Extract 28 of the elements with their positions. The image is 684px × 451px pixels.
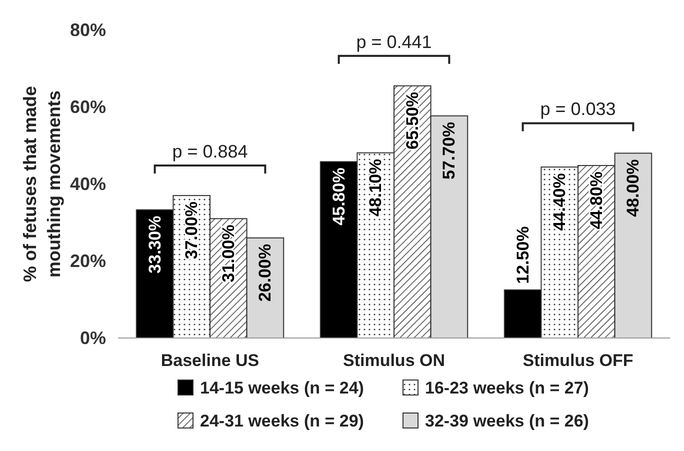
y-tick-label: 80% (70, 20, 106, 40)
legend-label: 24-31 weeks (n = 29) (200, 412, 364, 430)
data-label: 44.80% (586, 172, 606, 230)
data-label: 31.00% (218, 224, 238, 282)
data-label: 44.40% (550, 173, 570, 231)
annotation: p = 0.441 (356, 32, 432, 52)
legend-label: 14-15 weeks (n = 24) (200, 378, 364, 398)
y-tick-label: 0% (80, 328, 106, 348)
data-label: 48.00% (624, 159, 643, 217)
data-label: 65.50% (402, 92, 422, 150)
legend-label: 32-39 weeks (n = 26) (425, 412, 589, 430)
data-label: 33.30% (145, 216, 164, 274)
data-label: 45.80% (329, 168, 348, 226)
y-tick-label: 40% (70, 174, 106, 194)
x-tick-label: Stimulus OFF (522, 351, 634, 370)
data-label: 26.00% (256, 244, 275, 302)
data-label: 37.00% (182, 202, 202, 260)
annotation: p = 0.884 (172, 142, 248, 162)
annotation: p = 0.033 (540, 99, 616, 120)
data-label: 57.70% (440, 122, 459, 180)
y-tick-label: 60% (70, 97, 106, 117)
legend-label: 16-23 weeks (n = 27) (425, 378, 589, 398)
y-axis-title: % of fetuses that made mouthing movements (20, 86, 64, 282)
x-tick-label: Baseline US (160, 351, 260, 370)
data-label: 48.10% (366, 158, 386, 216)
y-tick-label: 20% (70, 251, 106, 271)
data-label: 12.50% (513, 226, 532, 284)
x-tick-label: Stimulus ON (342, 351, 446, 370)
